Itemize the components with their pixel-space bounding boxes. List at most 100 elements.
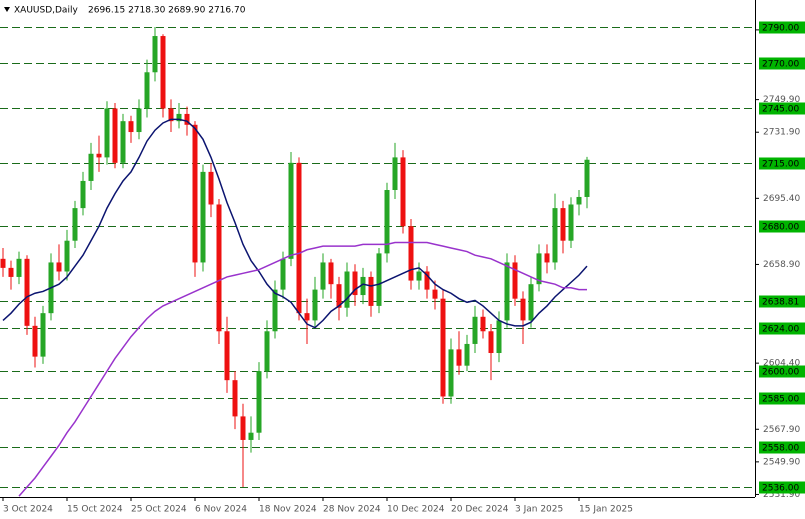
level-label: 2536.00 (762, 484, 799, 494)
candle-body (576, 196, 582, 205)
candle-body (496, 320, 502, 354)
ohlc: 2696.15 2718.30 2689.90 2716.70 (88, 6, 246, 16)
candle-body (552, 208, 558, 263)
y-tick-label: 2567.90 (763, 425, 800, 435)
candle-body (200, 171, 206, 263)
level-label: 2638.81 (762, 298, 799, 308)
candle-body (336, 284, 342, 308)
candle-body (88, 153, 94, 181)
level-label-box (759, 102, 805, 115)
candle-body (512, 262, 518, 299)
level-label: 2558.00 (762, 444, 799, 454)
candle-body (232, 380, 238, 417)
candle-body (32, 325, 38, 357)
level-label-box (759, 441, 805, 454)
candle-body (24, 258, 30, 326)
candle-body (120, 121, 126, 163)
candle-body (432, 289, 438, 299)
candle-body (360, 276, 366, 296)
symbol: XAUUSD,Daily (14, 6, 78, 16)
candle-body (224, 331, 230, 381)
candle-body (384, 189, 390, 254)
candle-body (288, 162, 294, 259)
candle-body (344, 271, 350, 308)
candle-body (0, 258, 6, 268)
candle-body (456, 349, 462, 366)
y-tick-label: 2549.90 (763, 457, 800, 467)
candle-body (272, 289, 278, 332)
level-label-box (759, 57, 805, 70)
candle-body (368, 276, 374, 306)
candle-body (312, 289, 318, 321)
candle-body (96, 153, 102, 158)
candle-body (216, 204, 222, 332)
candle-body (152, 36, 158, 73)
candle-body (408, 226, 414, 281)
candle-body (544, 253, 550, 263)
candle-body (80, 180, 86, 209)
candle-body (488, 331, 494, 354)
candle-body (136, 108, 142, 133)
y-tick-label: 2531.90 (763, 490, 800, 500)
menu-arrow[interactable] (4, 7, 10, 12)
candle-body (352, 271, 358, 296)
x-tick-label: 25 Oct 2024 (131, 505, 187, 515)
candle-body (112, 108, 118, 163)
level-label: 2790.00 (762, 24, 799, 34)
candle-body (296, 162, 302, 314)
candle-body (8, 267, 14, 277)
level-label: 2600.00 (762, 368, 799, 378)
candle-body (400, 157, 406, 227)
candle-body (176, 113, 182, 122)
level-label-box (759, 157, 805, 170)
candle-body (328, 262, 334, 285)
level-label-box (759, 481, 805, 494)
candle-body (264, 331, 270, 372)
level-label: 2680.00 (762, 223, 799, 233)
candle-body (248, 432, 254, 440)
candle-body (536, 253, 542, 285)
candle-body (480, 316, 486, 332)
candle-body (40, 313, 46, 357)
x-tick-label: 18 Nov 2024 (259, 505, 317, 515)
candle-body (568, 204, 574, 241)
candle-body (416, 271, 422, 281)
level-label-box (759, 365, 805, 378)
moving-average (2, 118, 588, 329)
level-label: 2585.00 (762, 395, 799, 405)
candle-body (56, 262, 62, 272)
candle-body (504, 262, 510, 321)
candle-body (184, 113, 190, 125)
candle-body (168, 108, 174, 122)
candle-body (560, 208, 566, 241)
x-tick-label: 3 Oct 2024 (3, 505, 53, 515)
level-label: 2715.00 (762, 160, 799, 170)
level-label: 2770.00 (762, 60, 799, 70)
x-tick-label: 15 Oct 2024 (67, 505, 123, 515)
level-label-box (759, 392, 805, 405)
candle-body (424, 271, 430, 290)
candle-body (240, 416, 246, 440)
candle-body (472, 316, 478, 344)
y-tick-label: 2658.90 (763, 260, 800, 270)
candle-body (280, 258, 286, 290)
y-tick-label: 2749.90 (763, 95, 800, 105)
y-tick-label: 2731.90 (763, 128, 800, 138)
candle-body (448, 349, 454, 397)
candle-body (584, 159, 590, 197)
candle-body (320, 262, 326, 290)
candle-body (520, 298, 526, 321)
candle-body (192, 124, 198, 263)
level-label-box (759, 220, 805, 233)
candle-body (304, 313, 310, 321)
x-tick-label: 20 Dec 2024 (451, 505, 509, 515)
candle-body (528, 284, 534, 321)
candle-body (16, 258, 22, 277)
level-label-box (759, 21, 805, 34)
x-tick-label: 10 Dec 2024 (387, 505, 445, 515)
level-label: 2745.00 (762, 105, 799, 115)
candle-body (144, 72, 150, 109)
candle-body (72, 208, 78, 241)
